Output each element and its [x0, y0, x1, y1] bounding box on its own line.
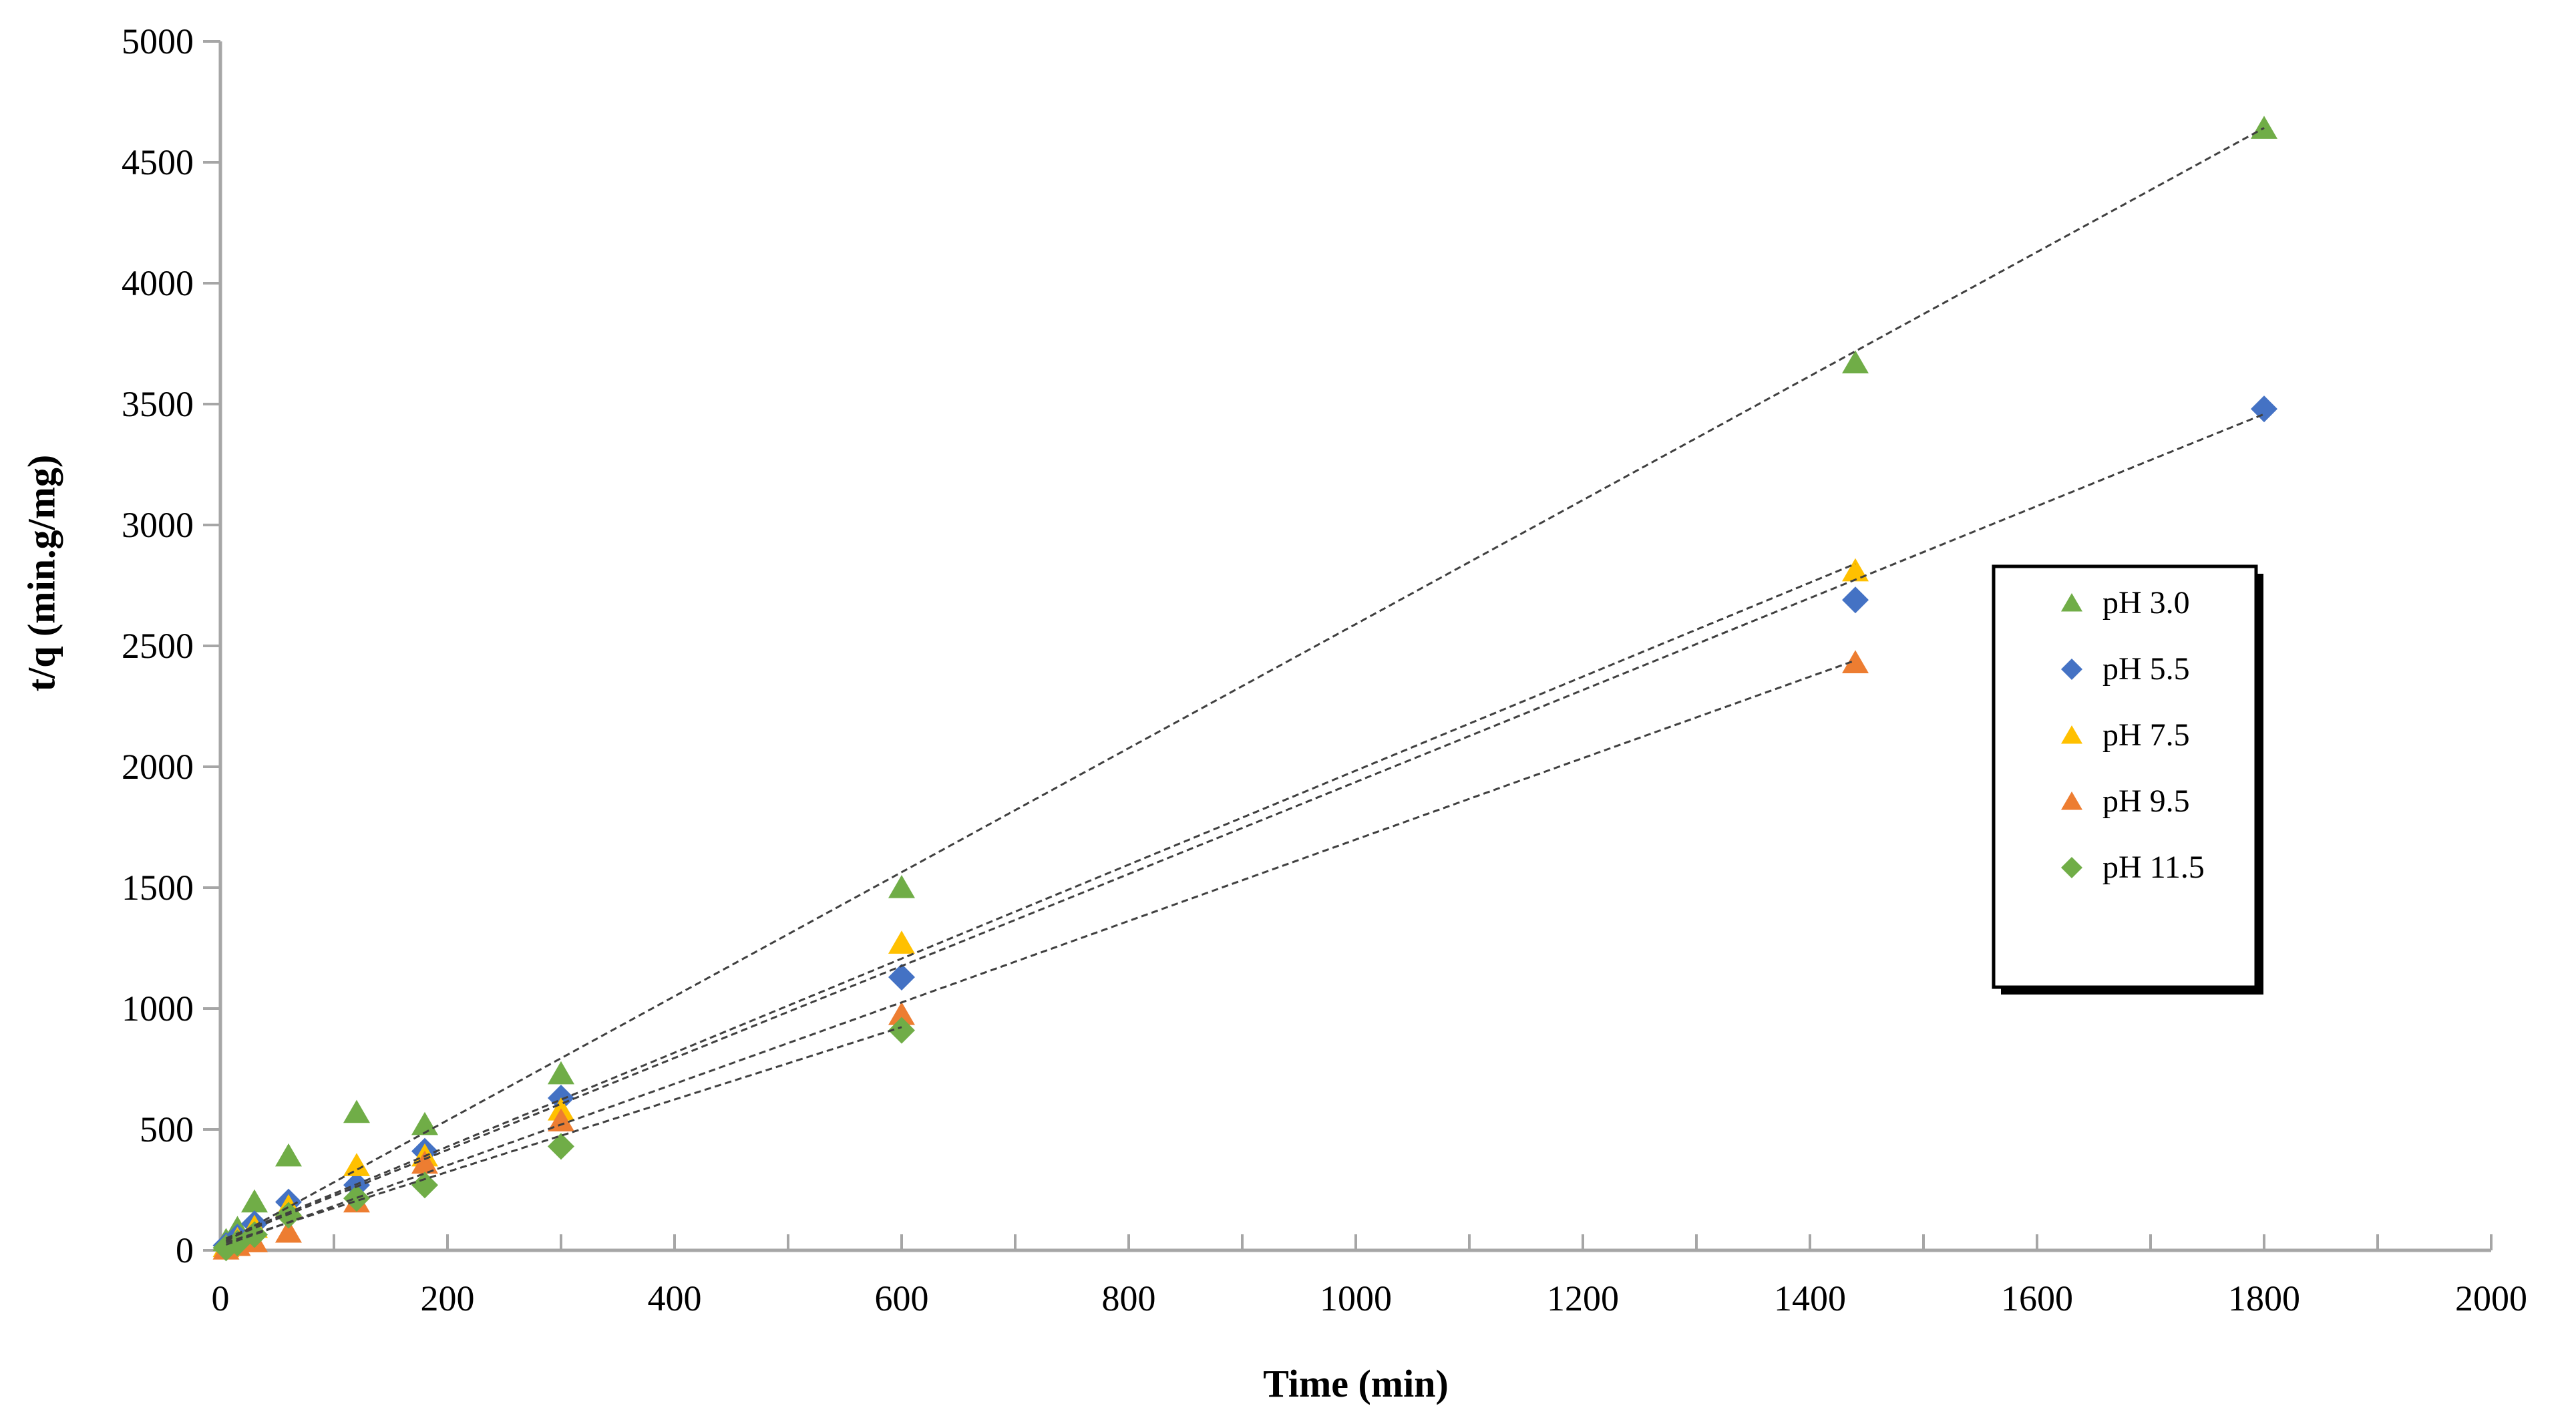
y-tick-label: 500 — [140, 1109, 194, 1149]
data-point-ph-3.0 — [275, 1143, 302, 1167]
legend-marker-ph-11.5 — [2061, 857, 2082, 878]
legend-label-ph-7.5: pH 7.5 — [2102, 717, 2190, 753]
data-point-ph-9.5 — [888, 1002, 915, 1025]
data-point-ph-11.5 — [343, 1185, 370, 1212]
x-tick-label: 0 — [211, 1278, 230, 1318]
y-tick-label: 3000 — [122, 505, 194, 545]
y-tick-label: 3500 — [122, 384, 194, 424]
data-point-ph-11.5 — [241, 1221, 268, 1248]
x-tick-label: 400 — [647, 1278, 702, 1318]
data-point-ph-3.0 — [548, 1061, 574, 1085]
x-tick-label: 200 — [420, 1278, 475, 1318]
data-point-ph-11.5 — [411, 1172, 438, 1199]
y-tick-label: 0 — [176, 1230, 194, 1270]
data-point-ph-11.5 — [888, 1017, 915, 1044]
trendline-ph-3.0 — [225, 127, 2265, 1242]
y-tick-label: 4000 — [122, 263, 194, 303]
x-tick-label: 1800 — [2228, 1278, 2300, 1318]
data-point-ph-3.0 — [888, 875, 915, 898]
data-point-ph-9.5 — [411, 1150, 438, 1174]
trendline-ph-5.5 — [225, 413, 2265, 1241]
y-tick-label: 1000 — [122, 989, 194, 1029]
legend-label-ph-5.5: pH 5.5 — [2102, 651, 2190, 687]
data-point-ph-7.5 — [1842, 558, 1869, 582]
y-tick-label: 2500 — [122, 626, 194, 666]
legend-box — [1992, 564, 2258, 989]
legend-label-ph-9.5: pH 9.5 — [2102, 783, 2190, 819]
y-tick-label: 2000 — [122, 747, 194, 787]
data-point-ph-7.5 — [343, 1153, 370, 1176]
x-tick-label: 1000 — [1320, 1278, 1392, 1318]
data-point-ph-9.5 — [548, 1108, 574, 1131]
data-point-ph-3.0 — [343, 1099, 370, 1123]
trendline-ph-11.5 — [226, 1026, 902, 1244]
trendline-ph-9.5 — [225, 659, 1856, 1246]
data-point-ph-3.0 — [241, 1189, 268, 1213]
legend-label-ph-3.0: pH 3.0 — [2102, 585, 2190, 620]
data-point-ph-3.0 — [1842, 350, 1869, 374]
y-tick-label: 4500 — [122, 142, 194, 182]
x-tick-label: 2000 — [2455, 1278, 2527, 1318]
data-point-ph-7.5 — [888, 930, 915, 954]
data-point-ph-5.5 — [888, 963, 915, 991]
legend-marker-ph-7.5 — [2061, 725, 2082, 744]
y-tick-label: 5000 — [122, 21, 194, 61]
legend-label-ph-11.5: pH 11.5 — [2102, 850, 2205, 885]
data-point-ph-3.0 — [2251, 116, 2277, 139]
x-tick-label: 1400 — [1774, 1278, 1846, 1318]
data-point-ph-5.5 — [1842, 586, 1869, 614]
legend-marker-ph-3.0 — [2061, 593, 2082, 612]
x-tick-label: 1200 — [1547, 1278, 1619, 1318]
data-point-ph-5.5 — [2251, 395, 2277, 423]
trendline-ph-7.5 — [225, 562, 1856, 1240]
x-tick-label: 1600 — [2001, 1278, 2073, 1318]
data-point-ph-11.5 — [548, 1133, 574, 1160]
x-tick-label: 800 — [1101, 1278, 1156, 1318]
data-point-ph-3.0 — [411, 1111, 438, 1135]
data-point-ph-9.5 — [275, 1219, 302, 1243]
legend-marker-ph-5.5 — [2061, 659, 2082, 680]
x-tick-label: 600 — [874, 1278, 929, 1318]
legend-marker-ph-9.5 — [2061, 791, 2082, 810]
y-tick-label: 1500 — [122, 868, 194, 908]
x-axis-title: Time (min) — [1263, 1362, 1449, 1405]
data-point-ph-9.5 — [1842, 650, 1869, 673]
